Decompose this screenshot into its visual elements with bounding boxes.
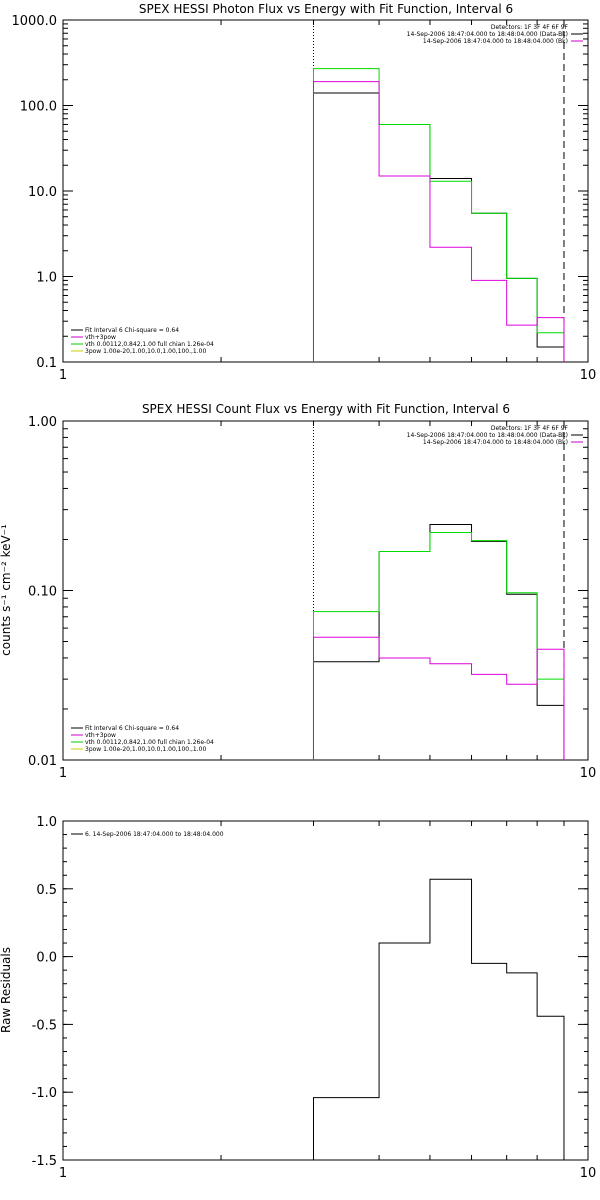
photon-flux-header-line: 14-Sep-2006 18:47:04.000 to 18:48:04.000… — [423, 38, 568, 45]
residuals-panel: Raw Residuals 1 10 -1.5 -1.0 -0.5 0.0 0.5 1.0 6… — [0, 815, 596, 1181]
count-flux-series-2 — [312, 636, 565, 760]
count-flux-title: SPEX HESSI Count Flux vs Energy with Fit… — [142, 402, 510, 416]
photon-flux-title: SPEX HESSI Photon Flux vs Energy with Fi… — [139, 2, 513, 16]
photon-flux-fit-line: vth 0.00112,0.842,1.00 full chian 1.26e-… — [85, 341, 214, 348]
photon-flux-series — [312, 68, 565, 362]
photon-flux-x-tick-label: 10 — [580, 368, 597, 383]
count-flux-fit-line: vth+3pow — [85, 732, 116, 739]
residuals-annotations: 6. 14-Sep-2006 18:47:04.000 to 18:48:04.… — [71, 831, 224, 838]
photon-flux-series-0 — [312, 92, 565, 362]
photon-flux-series-1 — [312, 68, 565, 362]
count-flux-y-tick-label: 1.00 — [28, 415, 57, 430]
count-flux-header-line: 14-Sep-2006 18:47:04.000 to 18:48:04.000… — [423, 439, 568, 446]
count-flux-y-tick-label: 0.01 — [28, 754, 57, 769]
count-flux-y-tick-label: 0.10 — [28, 585, 57, 600]
count-flux-fit-line: vth 0.00112,0.842,1.00 full chian 1.26e-… — [85, 739, 214, 746]
residuals-series-0 — [312, 878, 565, 1160]
residuals-series — [312, 878, 565, 1160]
count-flux-plot-frame — [62, 420, 589, 761]
residuals-y-tick-label: 0.0 — [36, 951, 57, 966]
count-flux-ticks: 1 10 0.01 0.10 1.00 — [28, 415, 596, 781]
photon-flux-x-tick-label: 1 — [59, 368, 67, 383]
photon-flux-fit-line: vth+3pow — [85, 334, 116, 341]
count-flux-fit-line: Fit Interval 6 Chi-square = 0.64 — [85, 725, 179, 732]
count-flux-x-tick-label: 10 — [580, 766, 597, 781]
photon-flux-y-tick-label: 1.0 — [36, 271, 57, 286]
residuals-y-tick-label: 1.0 — [36, 815, 57, 830]
residuals-y-tick-label: 0.5 — [36, 883, 57, 898]
photon-flux-vlines — [312, 20, 565, 362]
residuals-ticks: 1 10 -1.5 -1.0 -0.5 0.0 0.5 1.0 — [32, 815, 597, 1181]
count-flux-series-1 — [312, 531, 565, 760]
photon-flux-y-tick-label: 10.0 — [28, 185, 57, 200]
count-flux-header-line: 14-Sep-2006 18:47:04.000 to 18:48:04.000… — [407, 432, 568, 439]
photon-flux-ticks: 1 10 0.1 1.0 10.0 100.0 1000.0 — [12, 14, 597, 383]
photon-flux-plot-frame — [62, 19, 589, 363]
residuals-y-tick-label: -1.5 — [32, 1154, 57, 1169]
photon-flux-fit-line: 3pow 1.00e-20,1.00,10.0,1.00,100.,1.00 — [85, 348, 206, 355]
photon-flux-header-line: Detectors: 1F 3F 4F 6F 9F — [491, 24, 569, 31]
photon-flux-y-tick-label: 1000.0 — [12, 14, 58, 29]
residuals-y-tick-label: -1.0 — [32, 1086, 57, 1101]
residuals-x-tick-label: 10 — [580, 1166, 597, 1181]
residuals-y-tick-label: -0.5 — [32, 1018, 57, 1033]
count-flux-vlines — [312, 421, 565, 760]
photon-flux-header-line: 14-Sep-2006 18:47:04.000 to 18:48:04.000… — [407, 31, 568, 38]
residuals-x-tick-label: 1 — [59, 1166, 67, 1181]
photon-flux-y-tick-label: 0.1 — [36, 356, 57, 371]
count-flux-series — [312, 524, 565, 760]
count-flux-header-line: Detectors: 1F 3F 4F 6F 9F — [491, 425, 569, 432]
photon-flux-series-2 — [312, 81, 565, 362]
residuals-plot-frame — [62, 820, 589, 1161]
count-flux-x-tick-label: 1 — [59, 766, 67, 781]
count-flux-panel: SPEX HESSI Count Flux vs Energy with Fit… — [0, 402, 596, 781]
photon-flux-fit-line: Fit Interval 6 Chi-square = 0.64 — [85, 327, 179, 334]
residuals-y-axis-label: Raw Residuals — [0, 947, 13, 1033]
photon-flux-panel: SPEX HESSI Photon Flux vs Energy with Fi… — [12, 2, 597, 383]
count-flux-fit-line: 3pow 1.00e-20,1.00,10.0,1.00,100.,1.00 — [85, 746, 206, 753]
count-flux-y-axis-label: counts s⁻¹ cm⁻² keV⁻¹ — [0, 524, 13, 656]
photon-flux-y-tick-label: 100.0 — [20, 100, 57, 115]
count-flux-series-0 — [312, 524, 565, 760]
residuals-legend-label: 6. 14-Sep-2006 18:47:04.000 to 18:48:04.… — [85, 831, 224, 838]
